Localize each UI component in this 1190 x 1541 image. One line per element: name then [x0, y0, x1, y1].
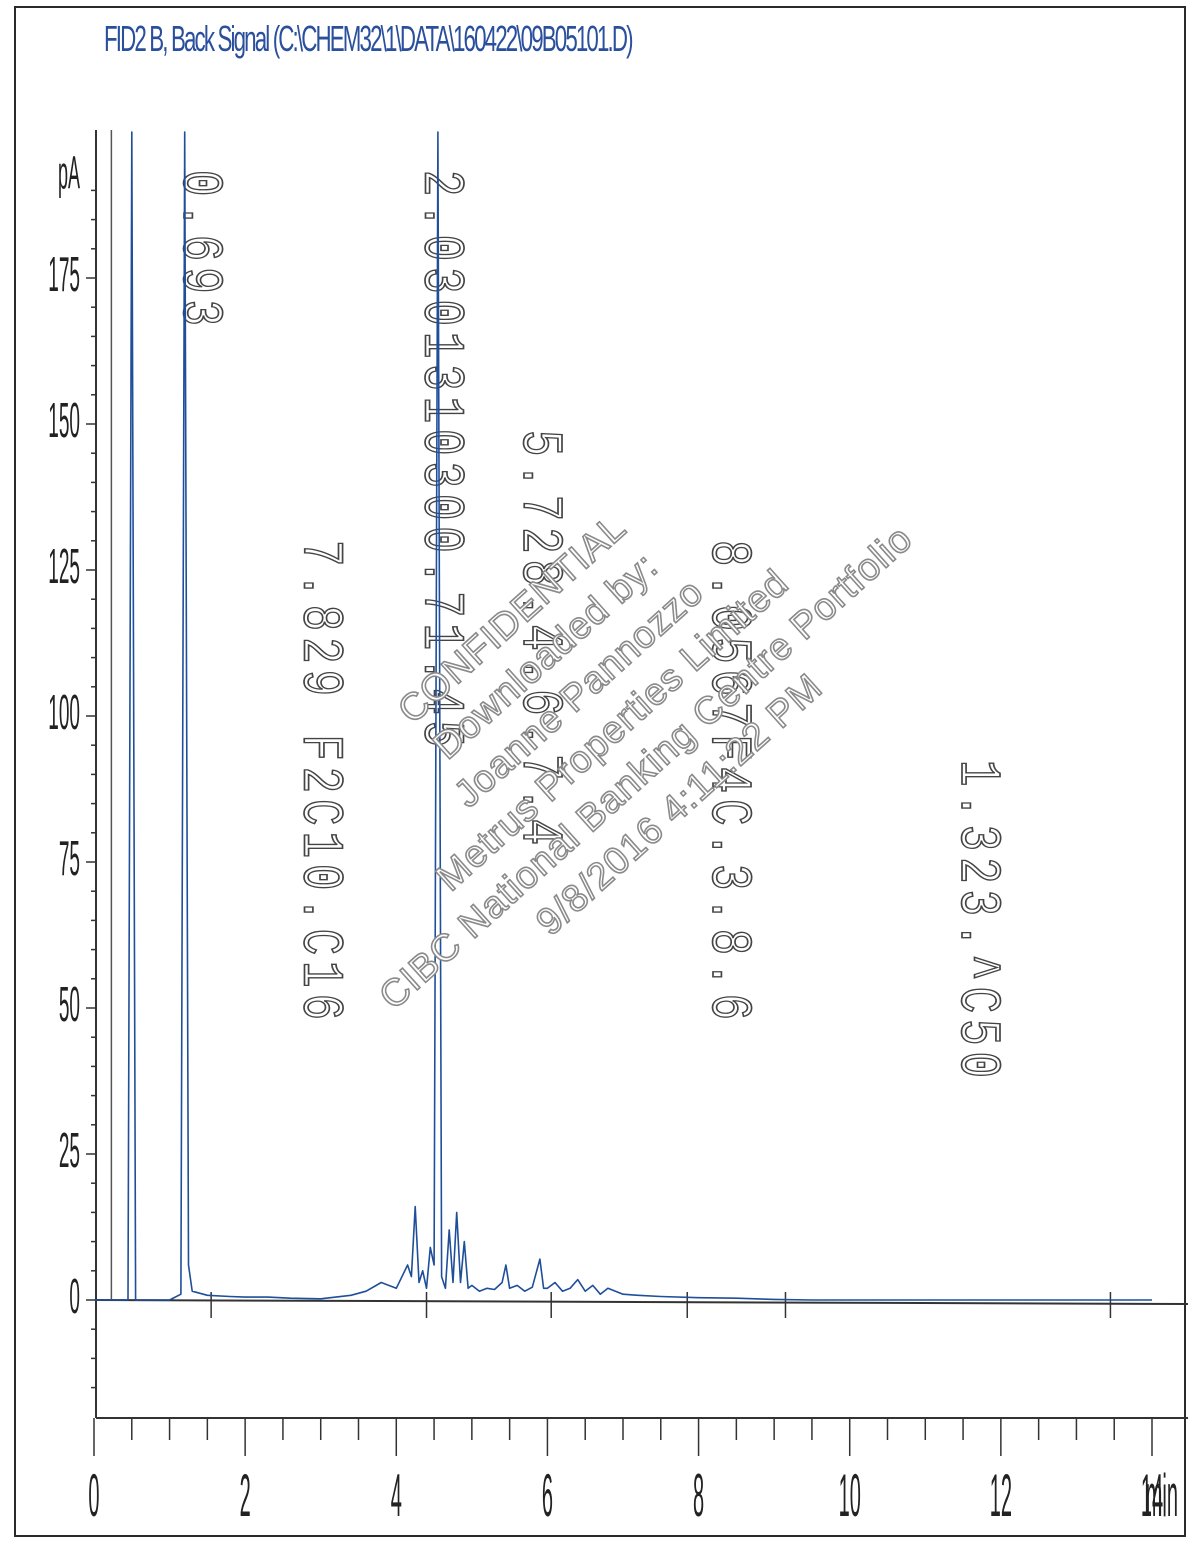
x-tick-label: 0: [88, 1464, 99, 1530]
peak-label: 7.829 F2C10.C16: [287, 540, 351, 1026]
y-tick-label: 75: [59, 830, 80, 885]
signal-line: [94, 131, 1152, 1301]
y-tick-label: 100: [48, 684, 80, 739]
peak-label: 5.728.4.6.7.4: [506, 430, 570, 851]
y-tick-label: 175: [48, 246, 80, 301]
peak-label: 0.693: [166, 170, 230, 332]
y-tick-label: 50: [59, 976, 80, 1031]
tick-marks: [86, 189, 1153, 1456]
x-tick-label: 8: [693, 1464, 704, 1530]
peak-label: 8.0567F4C.3.8.6: [695, 540, 759, 1026]
x-tick-label: 12: [990, 1464, 1012, 1530]
baseline-zero: [95, 1299, 1189, 1305]
x-tick-label: 4: [391, 1464, 402, 1530]
x-tick-label: 2: [240, 1464, 251, 1530]
y-tick-label: 150: [48, 392, 80, 447]
chart-title: FID2 B, Back Signal (C:\CHEM32\1\DATA\16…: [104, 18, 634, 59]
y-axis-unit: pA: [58, 146, 80, 199]
x-tick-label: 10: [839, 1464, 861, 1530]
peak-label: 1.323.^C50: [944, 760, 1008, 1084]
x-tick-label: 14: [1141, 1464, 1163, 1530]
signal-trace: [94, 131, 1152, 1301]
y-tick-label: 0: [69, 1268, 80, 1323]
x-axis-unit: min: [1146, 1464, 1178, 1530]
y-tick-label: 25: [59, 1122, 80, 1177]
x-tick-label: 6: [542, 1464, 553, 1530]
y-tick-label: 125: [48, 538, 80, 593]
report-frame: [14, 6, 1186, 1537]
